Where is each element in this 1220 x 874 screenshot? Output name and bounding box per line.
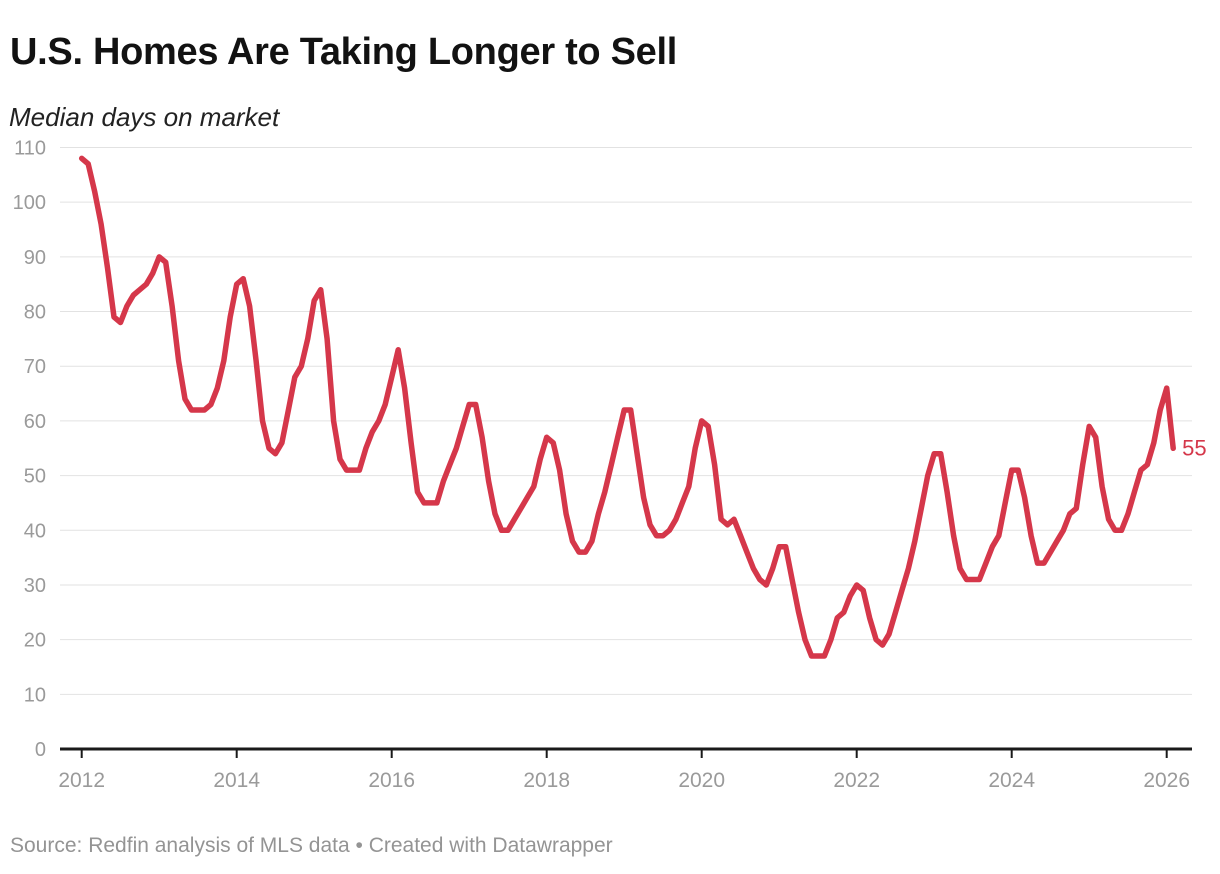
x-tick-label: 2026: [1143, 769, 1190, 792]
x-tick-label: 2016: [368, 769, 415, 792]
y-tick-label: 0: [35, 739, 46, 761]
y-tick-label: 110: [14, 138, 46, 160]
chart-title: U.S. Homes Are Taking Longer to Sell: [10, 31, 677, 74]
x-tick-label: 2014: [213, 769, 260, 792]
y-tick-label: 10: [24, 684, 46, 706]
y-tick-label: 60: [24, 411, 46, 433]
end-value-label: 55: [1182, 435, 1206, 460]
data-line-group: 55: [78, 155, 1207, 659]
y-tick-label: 70: [24, 356, 46, 378]
chart-subtitle: Median days on market: [9, 102, 280, 132]
x-tick-label: 2012: [58, 769, 105, 792]
x-tick-label: 2020: [678, 769, 725, 792]
y-tick-label: 80: [24, 302, 46, 324]
y-tick-label: 90: [24, 247, 46, 269]
gridlines-group: [60, 147, 1192, 695]
y-tick-label: 100: [13, 192, 46, 214]
y-tick-label: 50: [24, 466, 46, 488]
y-axis-labels-group: 0 10 20 30 40 50 60 70 80 90 100 110: [13, 138, 46, 762]
median-days-line: [78, 155, 1176, 659]
y-tick-label: 20: [24, 630, 46, 652]
source-note: Source: Redfin analysis of MLS data • Cr…: [10, 834, 613, 857]
x-tick-label: 2024: [988, 769, 1035, 792]
x-tick-label: 2022: [833, 769, 880, 792]
x-tick-label: 2018: [523, 769, 570, 792]
y-tick-label: 40: [24, 520, 46, 542]
y-tick-label: 30: [24, 575, 46, 597]
x-axis-group: 2012 2014 2016 2018 2020 2022 2024 2026: [58, 747, 1192, 792]
